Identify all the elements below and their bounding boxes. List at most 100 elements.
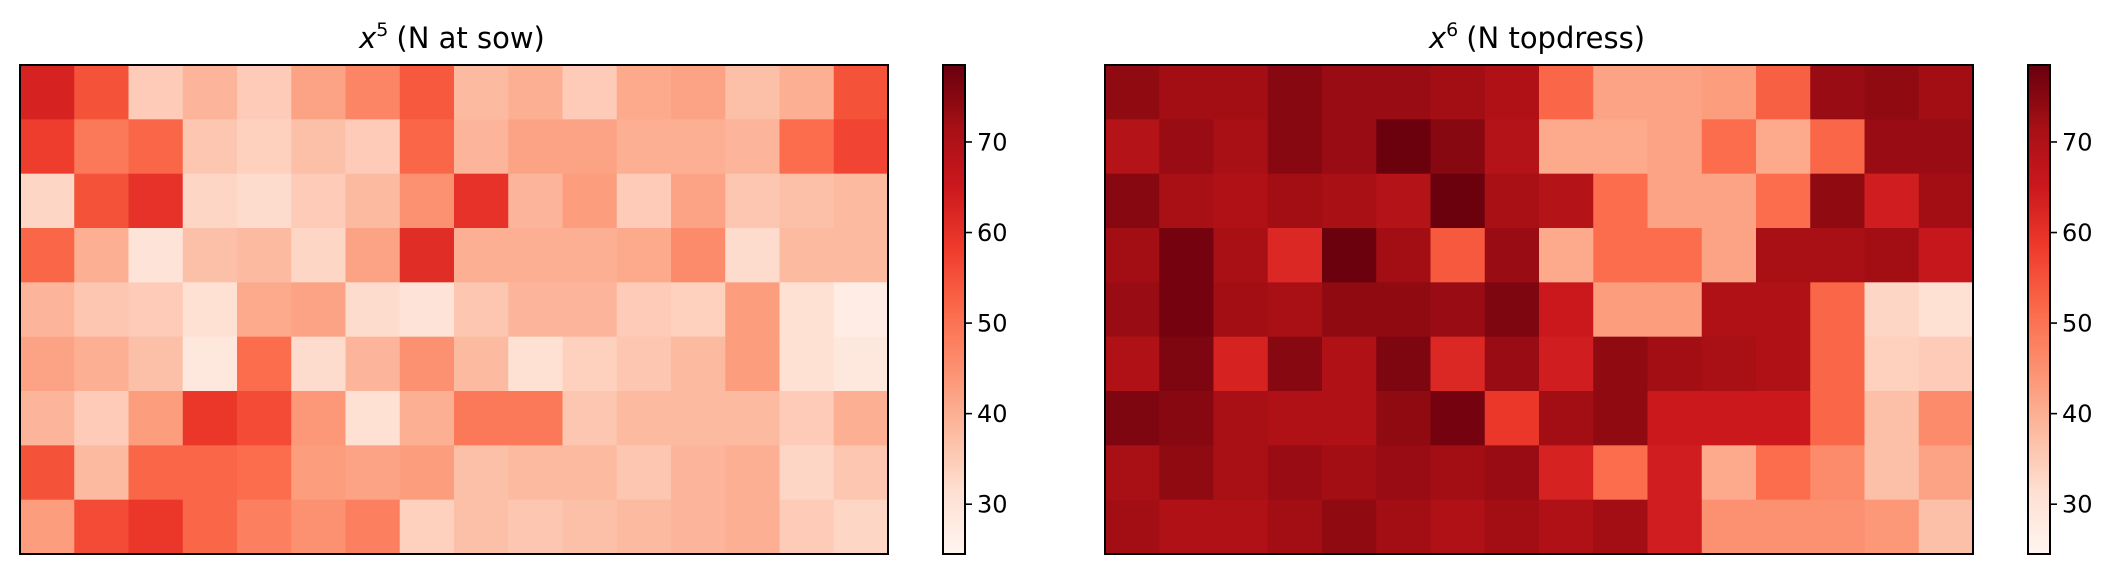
- heatmap-cell: [1756, 282, 1811, 338]
- heatmap-cell: [833, 336, 889, 392]
- panel-2-title-suffix: (N topdress): [1466, 21, 1645, 55]
- heatmap-cell: [291, 499, 347, 555]
- heatmap-cell: [616, 336, 672, 392]
- heatmap-cell: [562, 65, 618, 120]
- heatmap-cell: [1539, 282, 1594, 338]
- heatmap-cell: [74, 173, 130, 229]
- heatmap-cell: [1539, 228, 1594, 283]
- heatmap-cell: [237, 119, 292, 175]
- heatmap-cell: [671, 391, 726, 446]
- heatmap-cell: [671, 336, 726, 392]
- heatmap-cell: [237, 445, 292, 501]
- heatmap-cell: [1810, 336, 1866, 392]
- heatmap-cell: [779, 445, 835, 501]
- heatmap-cell: [1430, 282, 1486, 338]
- heatmap-cell: [1105, 391, 1160, 446]
- heatmap-cell: [562, 445, 618, 501]
- heatmap-cell: [616, 445, 672, 501]
- panel-2-frame: [1104, 64, 1974, 555]
- heatmap-cell: [74, 282, 130, 338]
- heatmap-cell: [779, 65, 835, 120]
- panel-1-colorbar: 30 40 50 60 70: [942, 64, 1008, 555]
- heatmap-cell: [1756, 65, 1811, 120]
- heatmap-cell: [1159, 65, 1215, 120]
- heatmap-cell: [1159, 391, 1215, 446]
- heatmap-cell: [182, 336, 238, 392]
- heatmap-cell: [291, 119, 347, 175]
- heatmap-cell: [237, 282, 292, 338]
- heatmap-cell: [508, 445, 564, 501]
- heatmap-cell: [725, 499, 781, 555]
- heatmap-cell: [616, 65, 672, 120]
- heatmap-cell: [779, 499, 835, 555]
- heatmap-cell: [291, 282, 347, 338]
- heatmap-cell: [725, 391, 781, 446]
- heatmap-cell: [1918, 499, 1974, 555]
- heatmap-cell: [1159, 228, 1215, 283]
- heatmap-cell: [725, 65, 781, 120]
- heatmap-cell: [508, 65, 564, 120]
- heatmap-cell: [237, 336, 292, 392]
- heatmap-cell: [399, 391, 455, 446]
- heatmap-cell: [1918, 65, 1974, 120]
- heatmap-cell: [1593, 228, 1649, 283]
- heatmap-cell: [1376, 282, 1432, 338]
- heatmap-cell: [1864, 228, 1920, 283]
- heatmap-cell: [833, 499, 889, 555]
- heatmap-cell: [616, 119, 672, 175]
- heatmap-cell: [1918, 391, 1974, 446]
- heatmap-cell: [508, 336, 564, 392]
- heatmap-cell: [74, 65, 130, 120]
- panel-2-colorbar-gradient: [2028, 65, 2050, 554]
- heatmap-cell: [1918, 282, 1974, 338]
- heatmap-cell: [1701, 282, 1757, 338]
- heatmap-cell: [454, 391, 509, 446]
- heatmap-cell: [345, 119, 401, 175]
- heatmap-cell: [1322, 173, 1377, 229]
- heatmap-cell: [779, 173, 835, 229]
- heatmap-cell: [182, 65, 238, 120]
- heatmap-cell: [1918, 119, 1974, 175]
- heatmap-cell: [671, 282, 726, 338]
- heatmap-cell: [1756, 119, 1811, 175]
- heatmap-cell: [182, 391, 238, 446]
- heatmap-cell: [128, 119, 184, 175]
- heatmap-cell: [399, 119, 455, 175]
- heatmap-cell: [833, 391, 889, 446]
- heatmap-cell: [1484, 173, 1540, 229]
- colorbar-tick-label: 30: [2062, 491, 2093, 519]
- heatmap-cell: [1756, 173, 1811, 229]
- heatmap-cell: [20, 173, 75, 229]
- heatmap-cell: [1864, 499, 1920, 555]
- heatmap-cell: [1647, 282, 1703, 338]
- heatmap-cell: [1701, 391, 1757, 446]
- panel-1-colorbar-ticks: 30 40 50 60 70: [965, 128, 1008, 519]
- heatmap-cell: [1159, 173, 1215, 229]
- heatmap-cell: [725, 173, 781, 229]
- heatmap-cell: [1159, 445, 1215, 501]
- heatmap-cell: [1267, 282, 1323, 338]
- heatmap-cell: [1484, 282, 1540, 338]
- heatmap-cell: [1864, 336, 1920, 392]
- heatmap-cell: [833, 228, 889, 283]
- heatmap-cell: [20, 282, 75, 338]
- heatmap-cell: [291, 228, 347, 283]
- heatmap-cell: [1647, 391, 1703, 446]
- heatmap-cell: [237, 228, 292, 283]
- heatmap-cell: [1159, 119, 1215, 175]
- heatmap-cell: [725, 336, 781, 392]
- heatmap-cell: [1593, 391, 1649, 446]
- heatmap-cell: [20, 65, 75, 120]
- heatmap-cell: [1322, 391, 1377, 446]
- heatmap-cell: [1105, 336, 1160, 392]
- heatmap-cell: [1701, 499, 1757, 555]
- heatmap-cell: [1159, 499, 1215, 555]
- heatmap-cell: [128, 445, 184, 501]
- heatmap-cell: [74, 119, 130, 175]
- heatmap-cell: [1864, 282, 1920, 338]
- panel-1-title-symbol: x: [358, 21, 377, 55]
- colorbar-tick-label: 50: [2062, 310, 2093, 338]
- heatmap-cell: [508, 173, 564, 229]
- heatmap-cell: [345, 336, 401, 392]
- heatmap-cell: [182, 173, 238, 229]
